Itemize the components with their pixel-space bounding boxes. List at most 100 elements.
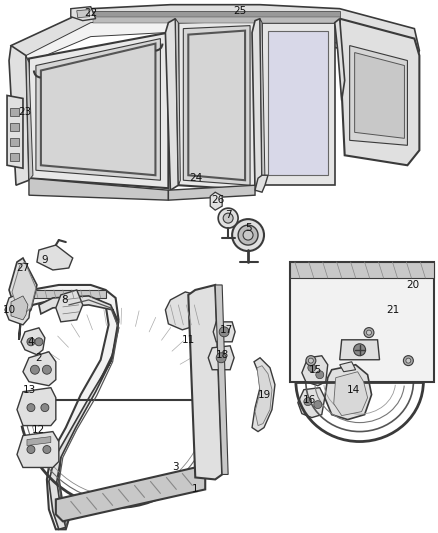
Polygon shape [93,11,340,17]
Polygon shape [175,19,180,185]
Polygon shape [302,356,328,386]
Text: 16: 16 [303,394,316,405]
Circle shape [337,383,346,393]
Circle shape [308,364,316,372]
Polygon shape [340,362,356,372]
Polygon shape [19,285,119,529]
Circle shape [27,338,35,346]
Circle shape [30,365,39,374]
Polygon shape [260,19,265,185]
Text: 10: 10 [3,305,16,315]
Text: 25: 25 [233,6,247,15]
Polygon shape [290,262,434,278]
Polygon shape [268,30,328,175]
Circle shape [27,403,35,411]
Circle shape [367,330,371,335]
Bar [290,262,434,382]
Circle shape [218,208,238,228]
Polygon shape [168,185,255,200]
Polygon shape [166,292,205,330]
Text: 12: 12 [32,425,46,434]
Text: 21: 21 [386,305,399,315]
Polygon shape [10,154,19,161]
Text: 20: 20 [406,280,419,290]
Polygon shape [188,285,222,480]
Text: 2: 2 [35,353,42,363]
Polygon shape [215,285,228,474]
Circle shape [316,371,324,379]
Polygon shape [340,19,419,165]
Polygon shape [9,46,29,185]
Text: 7: 7 [225,210,231,220]
Polygon shape [12,262,36,314]
Circle shape [308,358,313,363]
Polygon shape [56,467,205,521]
Circle shape [238,225,258,245]
Polygon shape [56,290,83,322]
Text: 23: 23 [18,108,32,117]
Circle shape [406,358,411,363]
Polygon shape [23,352,56,386]
Polygon shape [184,26,250,185]
Polygon shape [36,38,160,180]
Text: 1: 1 [192,484,198,495]
Circle shape [364,328,374,337]
Circle shape [351,390,360,400]
Text: 14: 14 [347,385,360,394]
Text: 17: 17 [219,325,233,335]
Polygon shape [26,55,33,180]
Polygon shape [5,292,31,325]
Polygon shape [166,19,178,190]
Text: 8: 8 [61,295,68,305]
Polygon shape [29,178,168,200]
Polygon shape [262,22,335,185]
Polygon shape [252,19,262,190]
Text: 13: 13 [22,385,35,394]
Polygon shape [255,175,268,192]
Text: 18: 18 [215,350,229,360]
Polygon shape [11,5,419,66]
Text: 5: 5 [245,223,251,233]
Polygon shape [298,387,325,417]
Polygon shape [71,7,95,21]
Circle shape [223,213,233,223]
Circle shape [42,365,51,374]
Text: 27: 27 [16,263,30,273]
Polygon shape [213,322,235,342]
Polygon shape [210,192,222,210]
Polygon shape [21,328,45,355]
Polygon shape [178,21,255,190]
Text: 4: 4 [28,337,34,347]
Text: 15: 15 [309,365,322,375]
Circle shape [216,353,226,363]
Circle shape [243,230,253,240]
Polygon shape [11,296,28,320]
Circle shape [41,403,49,411]
Polygon shape [39,296,119,529]
Polygon shape [350,46,407,146]
Text: 22: 22 [84,7,97,18]
Circle shape [219,327,229,337]
Polygon shape [335,19,345,100]
Circle shape [306,356,316,366]
Polygon shape [252,358,275,432]
Circle shape [232,219,264,251]
Circle shape [35,338,43,346]
Polygon shape [334,372,367,416]
Circle shape [43,446,51,454]
Polygon shape [340,340,380,360]
Polygon shape [7,95,23,168]
Polygon shape [31,290,106,298]
Text: 3: 3 [172,463,179,472]
Polygon shape [10,139,19,147]
Polygon shape [17,387,56,425]
Polygon shape [93,17,340,22]
Polygon shape [17,432,59,467]
Polygon shape [10,123,19,131]
Text: 24: 24 [190,173,203,183]
Polygon shape [37,245,73,270]
Polygon shape [325,365,371,419]
Polygon shape [9,258,37,318]
Polygon shape [27,437,51,446]
Circle shape [403,356,413,366]
